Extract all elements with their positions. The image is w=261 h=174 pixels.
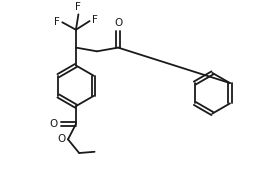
- Text: F: F: [92, 15, 97, 25]
- Text: F: F: [75, 2, 81, 12]
- Text: F: F: [55, 17, 60, 27]
- Text: O: O: [57, 134, 66, 144]
- Text: O: O: [49, 119, 58, 129]
- Text: O: O: [114, 18, 122, 28]
